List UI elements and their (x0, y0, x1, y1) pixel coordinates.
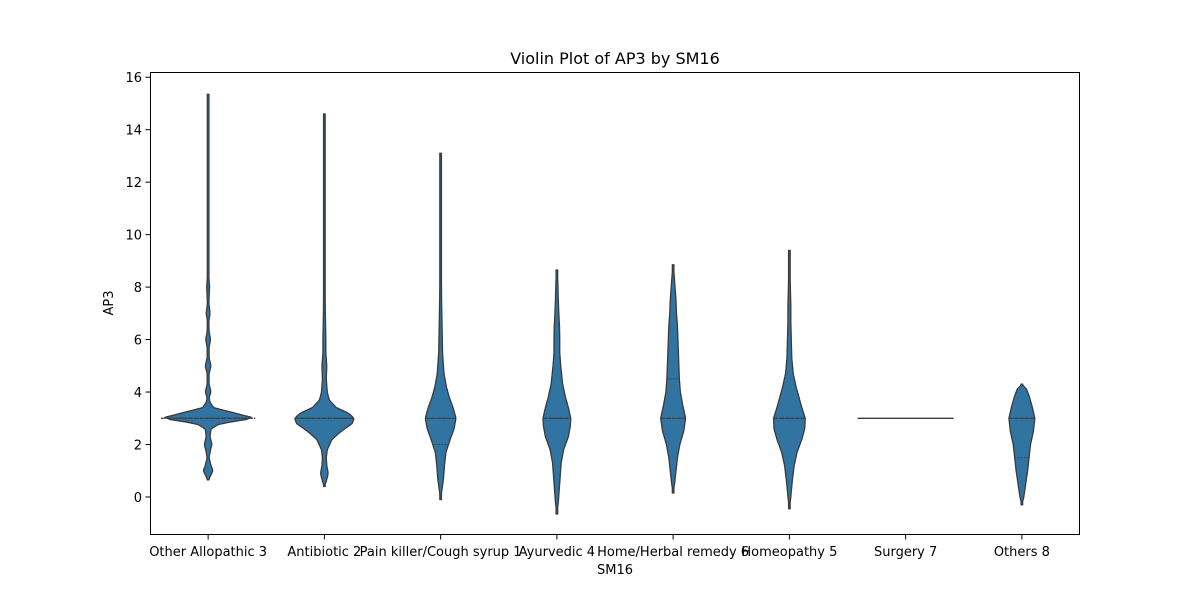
violin-group (660, 264, 687, 494)
x-tick-label: Others 8 (994, 545, 1050, 560)
y-axis: 0 2 4 6 8 10 12 14 16 (125, 71, 150, 506)
violin-body (1008, 383, 1036, 506)
violin-group (1008, 383, 1036, 506)
x-tick-label: Surgery 7 (874, 545, 937, 560)
plot-frame (150, 72, 1080, 535)
violin-group (424, 152, 457, 501)
y-axis-label: AP3 (102, 290, 117, 315)
y-tick-label: 10 (125, 229, 142, 244)
y-tick-label: 2 (134, 438, 142, 453)
x-tick-label: Pain killer/Cough syrup 1 (360, 545, 522, 560)
violin-group (542, 269, 572, 515)
y-tick-label: 14 (125, 124, 142, 139)
violin-group (161, 93, 256, 481)
y-tick-label: 8 (134, 281, 142, 296)
y-tick-label: 6 (134, 334, 142, 349)
y-tick-label: 12 (125, 176, 142, 191)
x-tick-label: Home/Herbal remedy 6 (597, 545, 749, 560)
y-tick-label: 16 (125, 71, 142, 86)
violin-layer (161, 93, 1036, 515)
y-tick-label: 4 (134, 386, 142, 401)
x-tick-label: Other Allopathic 3 (149, 545, 267, 560)
violin-body (424, 152, 457, 501)
x-tick-label: Ayurvedic 4 (519, 545, 595, 560)
y-tick-label: 0 (134, 491, 142, 506)
violin-body (164, 93, 252, 481)
violin-group (294, 113, 355, 488)
x-tick-label: Homeopathy 5 (741, 545, 837, 560)
chart-title: Violin Plot of AP3 by SM16 (510, 49, 720, 68)
violin-body (542, 269, 572, 515)
x-tick-label: Antibiotic 2 (287, 545, 361, 560)
violin-group (772, 249, 806, 510)
violin-body (772, 249, 806, 510)
violin-body (294, 113, 355, 488)
x-axis-label: SM16 (597, 563, 633, 578)
